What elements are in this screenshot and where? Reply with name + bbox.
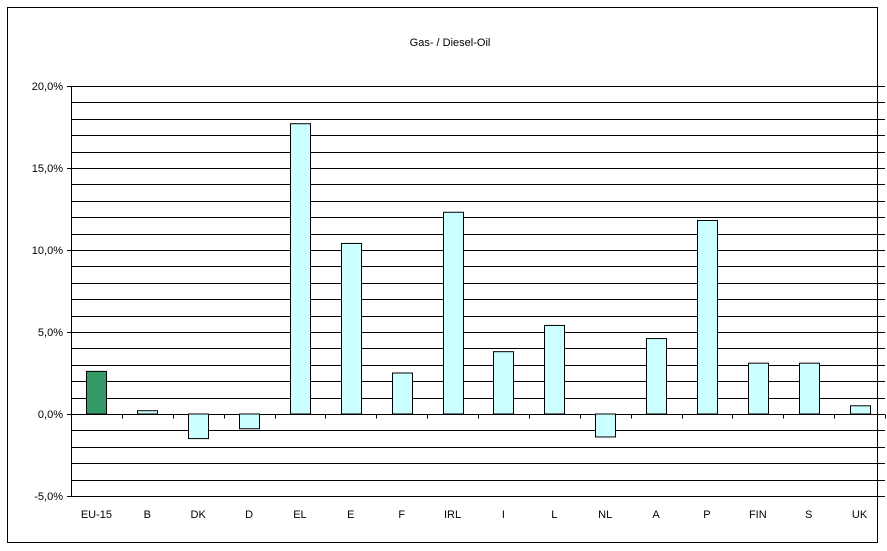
bars (86, 123, 871, 440)
bar-uk (850, 405, 871, 415)
x-tick-label: P (703, 509, 710, 521)
x-tick-label: UK (852, 509, 868, 521)
axes (67, 86, 886, 497)
y-tick-label: 20,0% (32, 81, 63, 93)
x-tick-label: A (652, 509, 660, 521)
x-tick-label: EL (293, 509, 306, 521)
x-tick-label: D (245, 509, 253, 521)
x-tick-label: S (805, 509, 812, 521)
x-tick-label: B (144, 509, 151, 521)
y-tick-label: 0,0% (38, 409, 63, 421)
chart-frame (7, 7, 878, 543)
y-tick-label: 15,0% (32, 163, 63, 175)
bar-irl (443, 211, 464, 415)
bar-eu-15 (86, 370, 107, 415)
bar-s (799, 362, 820, 415)
x-tick-label: IRL (444, 509, 461, 521)
x-tick-label: DK (191, 509, 207, 521)
bar-p (697, 219, 718, 415)
x-tick-label: L (551, 509, 557, 521)
bar-e (341, 242, 362, 415)
x-tick-label: F (398, 509, 405, 521)
x-axis-labels: EU-15 B DK D EL E F IRL I L NL A P FIN S UK (81, 509, 868, 521)
x-tick-label: FIN (749, 509, 767, 521)
y-tick-label: 10,0% (32, 245, 63, 257)
bar-i (493, 351, 514, 415)
bar-fin (748, 362, 769, 415)
bar-f (392, 372, 413, 415)
x-tick-label: I (502, 509, 505, 521)
bar-l (544, 324, 565, 415)
y-tick-label: 5,0% (38, 327, 63, 339)
bar-el (290, 123, 311, 415)
chart-title: Gas- / Diesel-Oil (410, 37, 491, 49)
bar-a (646, 338, 667, 415)
y-axis-labels: -5,0% 0,0% 5,0% 10,0% 15,0% 20,0% (32, 81, 63, 503)
x-tick-label: E (347, 509, 354, 521)
bar-nl (595, 413, 616, 438)
bar-d (239, 413, 260, 430)
y-tick-label: -5,0% (34, 491, 63, 503)
x-tick-label: EU-15 (81, 509, 112, 521)
bar-dk (188, 413, 209, 440)
x-tick-label: NL (598, 509, 612, 521)
bar-b (137, 410, 158, 415)
